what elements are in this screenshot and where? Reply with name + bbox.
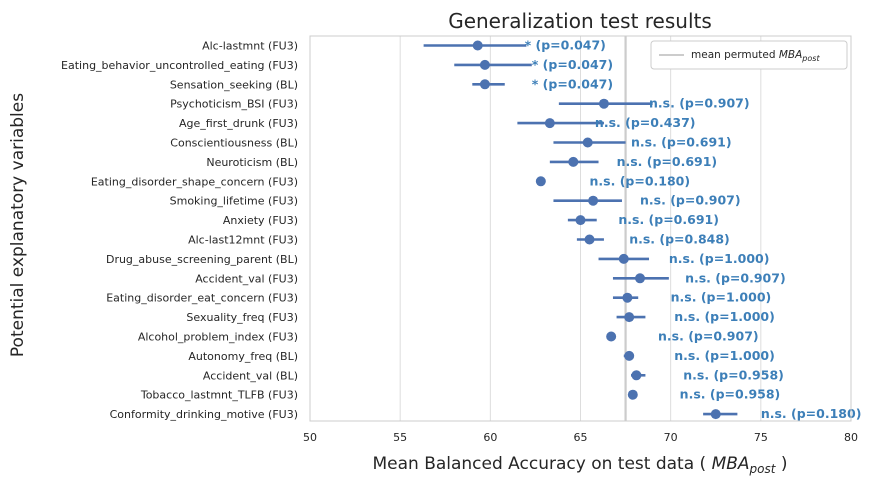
- mean-point: [568, 156, 579, 167]
- y-tick-label: Psychoticism_BSI (FU3): [170, 98, 298, 111]
- mean-point: [618, 253, 629, 264]
- mean-point: [710, 409, 721, 420]
- x-axis-title-sub: post: [749, 462, 777, 476]
- chart-title: Generalization test results: [448, 9, 712, 33]
- x-tick-label: 65: [574, 431, 588, 444]
- x-tick-label: 80: [844, 431, 858, 444]
- x-axis-title-main: Mean Balanced Accuracy on test data (: [372, 454, 711, 474]
- x-tick-label: 50: [303, 431, 317, 444]
- mean-point: [544, 118, 555, 129]
- y-tick-label: Alc-last12mnt (FU3): [188, 234, 298, 247]
- mean-point: [479, 59, 490, 70]
- mean-point: [598, 98, 609, 109]
- y-axis-title: Potential explanatory variables: [8, 93, 28, 357]
- legend-label-main: mean permuted: [691, 49, 779, 61]
- mean-point: [627, 389, 638, 400]
- y-tick-label: Accident_val (FU3): [195, 272, 298, 285]
- significance-annotation: n.s. (p=0.691): [618, 212, 719, 227]
- significance-annotation: n.s. (p=1.000): [674, 309, 775, 324]
- significance-annotation: n.s. (p=0.907): [640, 193, 741, 208]
- significance-annotation: n.s. (p=1.000): [671, 290, 772, 305]
- significance-annotation: n.s. (p=0.691): [617, 154, 718, 169]
- mean-point: [472, 40, 483, 51]
- significance-annotation: n.s. (p=0.691): [631, 135, 732, 150]
- y-tick-labels: Alc-lastmnt (FU3) Eating_behavior_uncontr…: [61, 40, 298, 422]
- x-axis-title: Mean Balanced Accuracy on test data ( MB…: [372, 454, 787, 476]
- y-tick-label: Accident_val (BL): [203, 369, 298, 382]
- significance-annotation: n.s. (p=0.907): [685, 270, 786, 285]
- mean-point: [588, 195, 599, 206]
- legend-label-sub: post: [801, 54, 820, 63]
- y-tick-label: Conformity_drinking_motive (FU3): [110, 408, 298, 421]
- y-tick-label: Conscientiousness (BL): [170, 137, 298, 150]
- significance-annotation: n.s. (p=1.000): [669, 251, 770, 266]
- y-tick-label: Drug_abuse_screening_parent (BL): [106, 253, 298, 266]
- y-tick-label: Anxiety (FU3): [223, 214, 298, 227]
- x-tick-label: 55: [393, 431, 407, 444]
- significance-annotation: * (p=0.047): [532, 57, 613, 72]
- mean-point: [582, 137, 593, 148]
- x-tick-label: 70: [664, 431, 678, 444]
- significance-annotation: n.s. (p=0.848): [629, 232, 730, 247]
- y-tick-label: Autonomy_freq (BL): [188, 350, 298, 363]
- mean-point: [624, 312, 635, 323]
- significance-annotation: n.s. (p=0.180): [590, 173, 691, 188]
- legend: mean permuted MBApost: [650, 40, 848, 70]
- significance-annotation: n.s. (p=0.958): [680, 387, 781, 402]
- significance-annotation: n.s. (p=0.907): [658, 329, 759, 344]
- mean-point: [479, 79, 490, 90]
- y-tick-label: Sensation_seeking (BL): [170, 78, 298, 91]
- y-tick-label: Neuroticism (BL): [206, 156, 298, 169]
- data-marks: [423, 40, 738, 420]
- mean-point: [575, 215, 586, 226]
- annotations: * (p=0.047) * (p=0.047) * (p=0.047) n.s. (p…: [525, 38, 862, 422]
- mean-point: [622, 292, 633, 303]
- mean-point: [584, 234, 595, 245]
- x-tick-label: 60: [483, 431, 497, 444]
- mean-point: [631, 370, 642, 381]
- mean-point: [635, 273, 646, 284]
- x-axis-title-var: MBA: [712, 454, 750, 474]
- significance-annotation: n.s. (p=0.958): [683, 367, 784, 382]
- x-axis-title-end: ): [775, 454, 787, 474]
- y-tick-label: Smoking_lifetime (FU3): [170, 195, 298, 208]
- y-tick-label: Age_first_drunk (FU3): [179, 117, 298, 130]
- mean-point: [606, 331, 617, 342]
- plot-frame: [309, 35, 852, 422]
- y-tick-label: Alc-lastmnt (FU3): [202, 40, 298, 53]
- mean-point: [624, 350, 635, 361]
- legend-box: [650, 40, 848, 70]
- x-tick-labels: 50 55 60 65 70 75 80: [303, 431, 858, 444]
- y-tick-label: Sexuality_freq (FU3): [186, 311, 298, 324]
- significance-annotation: n.s. (p=0.437): [595, 115, 696, 130]
- significance-annotation: n.s. (p=0.180): [761, 406, 862, 421]
- significance-annotation: * (p=0.047): [525, 38, 606, 53]
- y-tick-label: Eating_behavior_uncontrolled_eating (FU3…: [61, 59, 298, 72]
- significance-annotation: * (p=0.047): [532, 76, 613, 91]
- y-tick-label: Eating_disorder_shape_concern (FU3): [91, 175, 298, 188]
- y-tick-label: Eating_disorder_eat_concern (FU3): [106, 292, 298, 305]
- y-tick-label: Alcohol_problem_index (FU3): [138, 331, 298, 344]
- y-tick-label: Tobacco_lastmnt_TLFB (FU3): [140, 389, 298, 402]
- legend-label: mean permuted MBApost: [691, 49, 820, 63]
- x-tick-label: 75: [754, 431, 768, 444]
- legend-label-var: MBA: [779, 49, 802, 61]
- significance-annotation: n.s. (p=1.000): [674, 348, 775, 363]
- significance-annotation: n.s. (p=0.907): [649, 96, 750, 111]
- mean-point: [535, 176, 546, 187]
- grid-lines: [399, 36, 762, 421]
